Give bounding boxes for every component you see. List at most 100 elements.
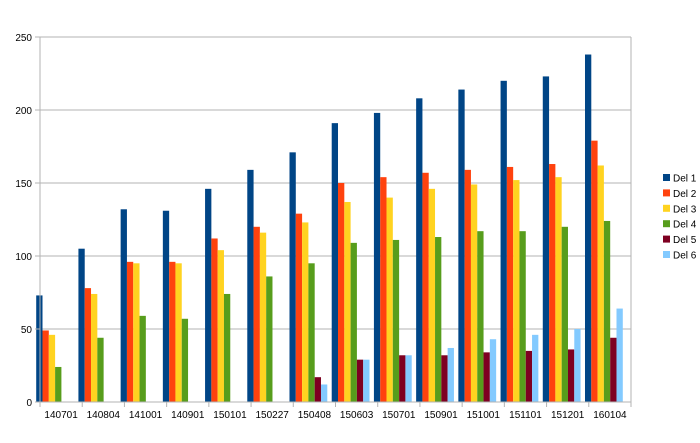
bar-del-4-140804	[97, 337, 104, 402]
bar-del-2-140901	[169, 261, 176, 402]
legend-swatch	[663, 174, 670, 181]
legend-label: Del 1	[673, 174, 697, 185]
bar-del-6-150408	[320, 384, 328, 402]
bar-del-4-150101	[223, 293, 231, 402]
bar-del-2-151101	[506, 166, 514, 402]
legend-swatch	[663, 204, 670, 212]
bar-del-1-150701	[373, 112, 381, 403]
bar-del-1-141001	[120, 209, 127, 402]
x-tick-label: 150701	[382, 410, 416, 421]
bar-del-2-151001	[464, 169, 471, 402]
bar-del-4-150701	[392, 239, 400, 402]
bar-del-1-140901	[162, 210, 170, 402]
bar-del-1-150227	[247, 169, 254, 402]
bar-del-1-150101	[205, 188, 212, 402]
bar-del-4-140701	[55, 366, 62, 402]
bar-del-3-150408	[302, 222, 309, 402]
x-tick-label: 140701	[44, 410, 78, 421]
bar-del-2-151201	[549, 164, 556, 402]
y-tick-label: 200	[15, 106, 32, 117]
bar-del-5-150701	[399, 355, 406, 402]
bar-del-2-150101	[211, 238, 218, 402]
x-tick-label: 140901	[171, 410, 205, 421]
axes	[35, 36, 632, 407]
bar-del-3-140701	[48, 334, 56, 402]
y-tick-label: 100	[15, 252, 32, 263]
bar-del-4-141001	[139, 315, 146, 402]
bar-del-4-150603	[350, 242, 357, 402]
legend-label: Del 5	[673, 235, 697, 246]
bars	[36, 54, 623, 403]
x-tick-label: 140804	[87, 410, 121, 421]
bar-del-1-160104	[584, 54, 592, 403]
bar-del-4-160104	[603, 220, 611, 402]
bar-del-6-151201	[574, 329, 581, 402]
bar-del-4-151201	[561, 226, 568, 402]
bar-del-3-151101	[513, 180, 520, 402]
x-tick-label: 151201	[551, 410, 585, 421]
legend-swatch	[663, 251, 670, 258]
legend-label: Del 4	[673, 220, 697, 231]
bar-del-5-151001	[483, 352, 490, 402]
bar-del-5-150408	[314, 377, 321, 402]
bar-del-2-150603	[338, 183, 345, 402]
bar-del-2-140701	[42, 330, 49, 402]
legend-swatch	[663, 189, 670, 197]
bar-del-1-150901	[416, 98, 423, 402]
bar-del-2-141001	[126, 261, 134, 402]
bar-del-2-140804	[84, 288, 92, 402]
x-tick-label: 150227	[255, 410, 289, 421]
bar-del-4-140901	[181, 318, 189, 402]
x-axis-ticks: 140701 140804 141001 140901 150101 150227 1504…	[44, 410, 627, 421]
bar-del-1-150408	[289, 152, 296, 402]
bar-del-1-151101	[500, 80, 507, 403]
legend-label: Del 3	[673, 204, 697, 215]
bar-del-3-150101	[217, 250, 224, 402]
x-tick-label: 150408	[298, 410, 332, 421]
bar-del-3-140901	[175, 263, 182, 402]
legend: Del 1 Del 2 Del 3 Del 4 Del 5 Del 6	[663, 174, 697, 262]
x-tick-label: 150101	[213, 410, 247, 421]
bar-del-3-150701	[386, 197, 393, 402]
bar-del-2-160104	[591, 140, 598, 402]
x-tick-label: 160104	[593, 410, 627, 421]
y-tick-label: 0	[26, 398, 32, 409]
bar-del-5-150603	[356, 359, 364, 402]
bar-del-1-151001	[458, 89, 465, 402]
bar-del-6-151001	[489, 339, 497, 402]
bar-del-6-150603	[363, 359, 370, 402]
bar-del-6-150901	[447, 347, 454, 402]
bar-del-4-150901	[435, 237, 442, 402]
legend-swatch	[663, 220, 670, 228]
bar-del-5-151101	[525, 350, 533, 402]
x-tick-label: 151101	[509, 410, 542, 421]
bar-del-4-150227	[266, 276, 273, 402]
x-tick-label: 141001	[129, 410, 163, 421]
bar-del-5-151201	[567, 349, 575, 402]
x-tick-label: 150603	[340, 410, 374, 421]
bar-del-2-150408	[295, 213, 303, 402]
x-tick-label: 150901	[424, 410, 458, 421]
y-tick-label: 150	[15, 179, 32, 190]
y-axis-ticks: 0 50 100 150 200 250	[15, 33, 32, 409]
bar-del-3-141001	[133, 263, 140, 402]
bar-del-4-151101	[519, 231, 526, 402]
y-tick-label: 250	[15, 33, 32, 44]
bar-del-2-150901	[422, 172, 429, 402]
bar-del-6-150701	[405, 355, 412, 402]
legend-label: Del 6	[673, 251, 697, 262]
bar-del-4-150408	[308, 263, 315, 402]
bar-del-3-160104	[597, 165, 604, 402]
bar-del-1-151201	[542, 76, 550, 403]
bar-del-5-160104	[610, 337, 617, 402]
bar-del-5-150901	[441, 355, 448, 402]
bar-del-1-140804	[78, 248, 85, 402]
bar-del-4-151001	[477, 231, 484, 402]
bar-del-1-150603	[331, 123, 339, 402]
bar-del-3-151001	[470, 184, 478, 402]
bar-del-2-150227	[253, 226, 260, 402]
bar-del-1-140701	[36, 295, 43, 402]
x-tick-label: 151001	[467, 410, 501, 421]
bar-del-3-150603	[344, 201, 351, 402]
